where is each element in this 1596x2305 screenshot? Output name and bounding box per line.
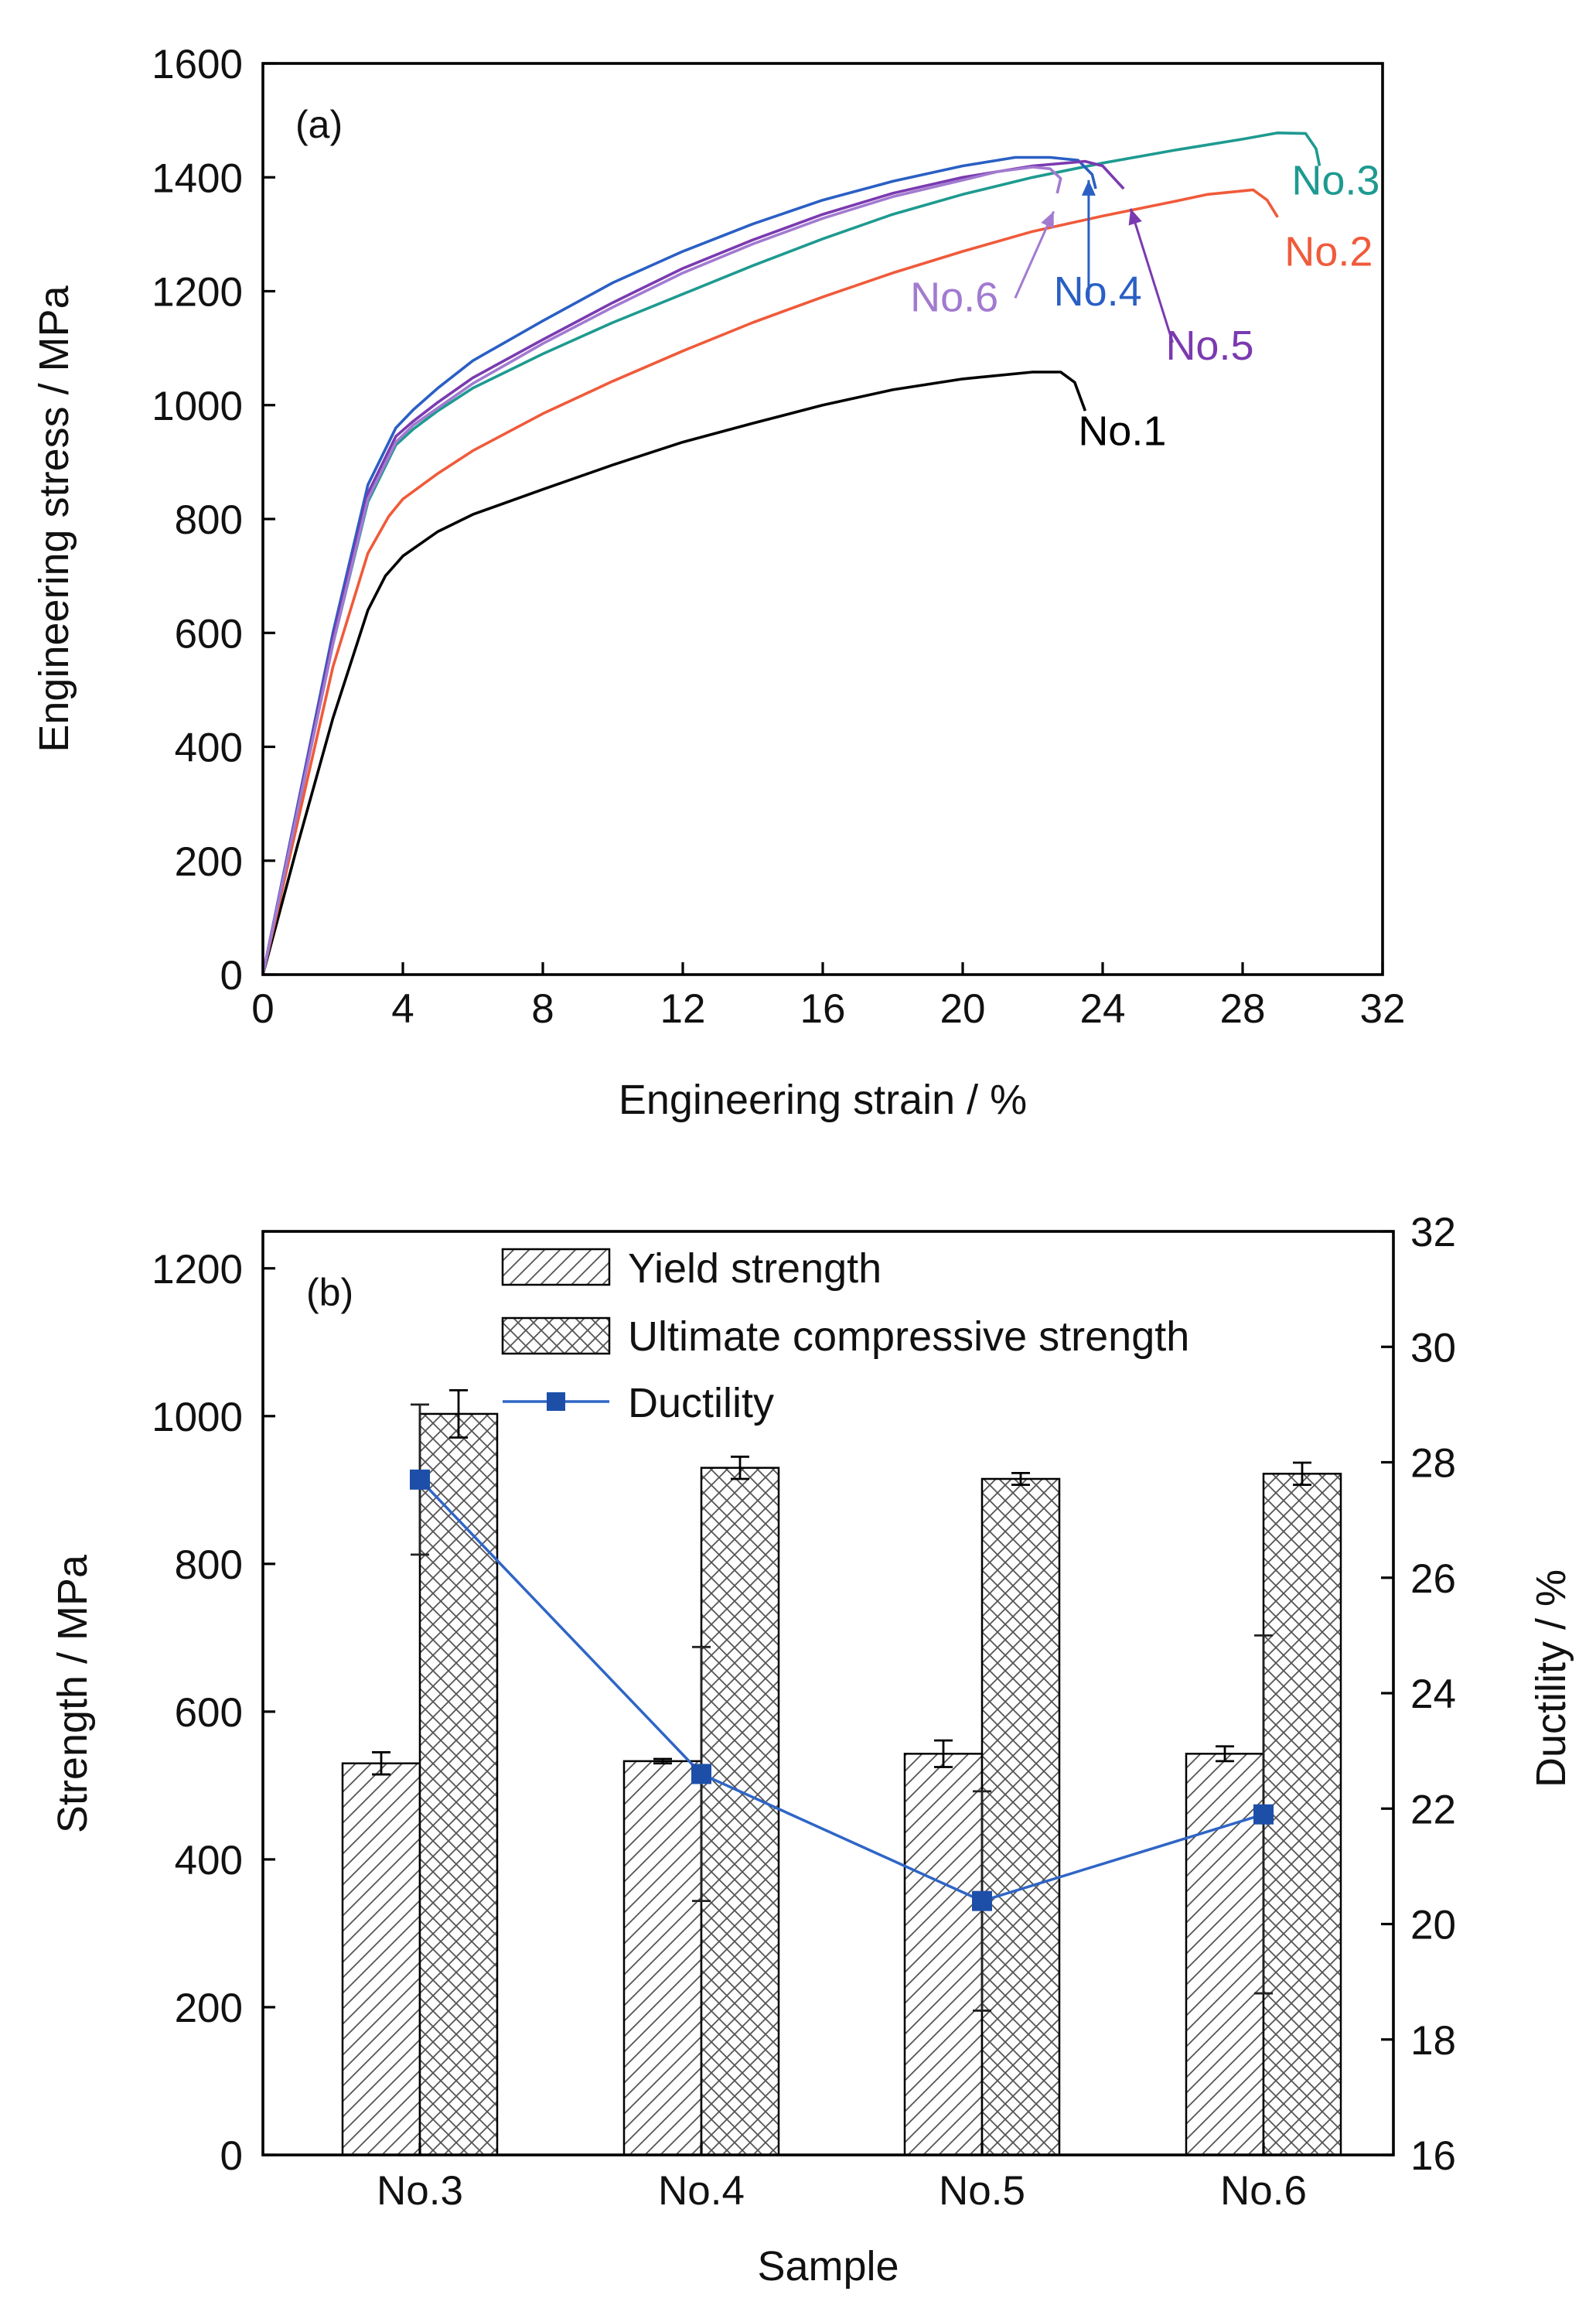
strength-ductility-chart: No.3 No.4 No.5 No.6 0 200 400 600 800 1000 1200 16 1… bbox=[49, 1210, 1574, 2290]
y-tick-label-a: 1000 bbox=[152, 384, 243, 429]
curve-no-4 bbox=[261, 155, 1097, 975]
arrowhead-no-4 bbox=[1081, 179, 1096, 196]
y-tick-label-a: 600 bbox=[175, 611, 243, 657]
y-tick-label-b: 0 bbox=[220, 2133, 243, 2179]
y-tick-label-a: 1200 bbox=[152, 270, 243, 316]
y-tick-label-a: 800 bbox=[175, 497, 243, 543]
x-tick-label-no-4: No.4 bbox=[658, 2168, 745, 2214]
curve-no-3 bbox=[261, 131, 1321, 975]
panel-label-b: (b) bbox=[306, 1271, 353, 1314]
legend-label-yield: Yield strength bbox=[628, 1245, 882, 1292]
y2-tick-label-b: 30 bbox=[1410, 1325, 1456, 1371]
x-tick-label-no-3: No.3 bbox=[377, 2168, 463, 2214]
y-tick-label-b: 400 bbox=[175, 1838, 243, 1883]
callout-no-4: No.4 bbox=[1054, 268, 1142, 315]
y-tick-label-a: 0 bbox=[220, 953, 243, 999]
legend: Yield strength Ultimate compressive stre… bbox=[501, 1245, 1189, 1426]
y2-tick-label-b: 32 bbox=[1410, 1210, 1456, 1255]
bar-yield-no-3 bbox=[341, 1762, 421, 2156]
y2-tick-label-b: 28 bbox=[1410, 1441, 1456, 1487]
bar-ucs-no-5 bbox=[980, 1477, 1061, 2156]
stress-strain-curves bbox=[261, 131, 1321, 975]
bar-ucs-no-3 bbox=[418, 1412, 499, 2156]
arrowhead-no-5 bbox=[1128, 208, 1142, 226]
curve-callouts: No.1 No.2 No.3 No.4 No.5 No.6 bbox=[910, 157, 1379, 454]
legend-marker-ductility bbox=[547, 1392, 565, 1411]
ductility-point-no-6 bbox=[1253, 1804, 1274, 1825]
curve-no-6 bbox=[261, 166, 1062, 975]
y-tick-label-a: 400 bbox=[175, 726, 243, 771]
ductility-line bbox=[418, 1478, 1264, 1903]
bar-yield-no-6 bbox=[1185, 1753, 1265, 2156]
callout-no-6: No.6 bbox=[910, 274, 998, 320]
x-tick-label-a: 32 bbox=[1360, 986, 1406, 1032]
x-tick-label-a: 20 bbox=[940, 986, 986, 1032]
x-tick-label-a: 4 bbox=[391, 986, 414, 1032]
legend-swatch-yield bbox=[501, 1248, 611, 1286]
x-tick-label-a: 16 bbox=[800, 986, 846, 1032]
callout-no-1: No.1 bbox=[1078, 408, 1166, 454]
x-tick-label-a: 24 bbox=[1080, 986, 1126, 1032]
y-tick-label-b: 200 bbox=[175, 1986, 243, 2031]
y-axis-title-b: Strength / MPa bbox=[49, 1554, 96, 1833]
legend-label-ucs: Ultimate compressive strength bbox=[628, 1313, 1189, 1360]
axis-ticks-b: No.3 No.4 No.5 No.6 0 200 400 600 800 1000 1200 16 1… bbox=[152, 1210, 1456, 2214]
y2-tick-label-b: 26 bbox=[1410, 1556, 1456, 1602]
callout-no-5: No.5 bbox=[1165, 323, 1253, 369]
y-tick-label-a: 200 bbox=[175, 839, 243, 885]
y-tick-label-b: 600 bbox=[175, 1690, 243, 1736]
y2-tick-label-b: 22 bbox=[1410, 1787, 1456, 1832]
callout-no-3: No.3 bbox=[1291, 157, 1379, 203]
y2-tick-label-b: 20 bbox=[1410, 1903, 1456, 1948]
x-tick-label-a: 12 bbox=[660, 986, 706, 1032]
stress-strain-chart: No.1 No.2 No.3 No.4 No.5 No.6 0 4 8 12 16 20 24 28 32… bbox=[31, 42, 1405, 1123]
y-axis-title-a: Engineering stress / MPa bbox=[31, 285, 77, 752]
y-tick-label-a: 1600 bbox=[152, 42, 243, 87]
strength-bars bbox=[341, 1412, 1342, 2156]
axis-ticks-a: 0 4 8 12 16 20 24 28 32 0 200 400 600 800 1000 1200 1400… bbox=[152, 42, 1405, 1032]
callout-no-2: No.2 bbox=[1284, 228, 1373, 275]
ductility-point-no-3 bbox=[410, 1469, 430, 1490]
y2-axis-title-b: Ductility / % bbox=[1528, 1569, 1574, 1788]
curve-no-1 bbox=[261, 371, 1087, 975]
y-tick-label-a: 1400 bbox=[152, 155, 243, 201]
x-tick-label-no-6: No.6 bbox=[1220, 2168, 1307, 2214]
leader-no-5 bbox=[1129, 208, 1174, 343]
ductility-series bbox=[410, 1403, 1274, 2012]
y-tick-label-b: 1200 bbox=[152, 1247, 243, 1293]
x-axis-title-b: Sample bbox=[757, 2243, 899, 2290]
curve-no-2 bbox=[261, 188, 1279, 975]
bar-yield-no-5 bbox=[903, 1753, 984, 2156]
x-axis-title-a: Engineering strain / % bbox=[619, 1077, 1027, 1123]
bar-ucs-no-4 bbox=[700, 1467, 780, 2156]
y2-tick-label-b: 24 bbox=[1410, 1672, 1456, 1717]
curve-no-5 bbox=[261, 159, 1125, 975]
ductility-point-no-4 bbox=[691, 1764, 711, 1784]
leader-no-6 bbox=[1014, 210, 1055, 299]
ductility-point-no-5 bbox=[972, 1890, 992, 1911]
x-tick-label-a: 28 bbox=[1220, 986, 1266, 1032]
panel-label-a: (a) bbox=[295, 103, 343, 146]
arrowhead-no-6 bbox=[1041, 211, 1054, 229]
bar-yield-no-4 bbox=[622, 1760, 703, 2156]
bar-ucs-no-6 bbox=[1262, 1473, 1342, 2156]
y2-tick-label-b: 16 bbox=[1410, 2133, 1456, 2179]
strength-error-bars bbox=[372, 1388, 1311, 1776]
y-tick-label-b: 800 bbox=[175, 1542, 243, 1588]
x-tick-label-a: 8 bbox=[531, 986, 554, 1032]
y-tick-label-b: 1000 bbox=[152, 1395, 243, 1440]
x-tick-label-a: 0 bbox=[251, 986, 274, 1032]
y2-tick-label-b: 18 bbox=[1410, 2018, 1456, 2064]
legend-label-ductility: Ductility bbox=[628, 1380, 774, 1426]
x-tick-label-no-5: No.5 bbox=[939, 2168, 1025, 2214]
legend-swatch-ucs bbox=[501, 1316, 611, 1355]
